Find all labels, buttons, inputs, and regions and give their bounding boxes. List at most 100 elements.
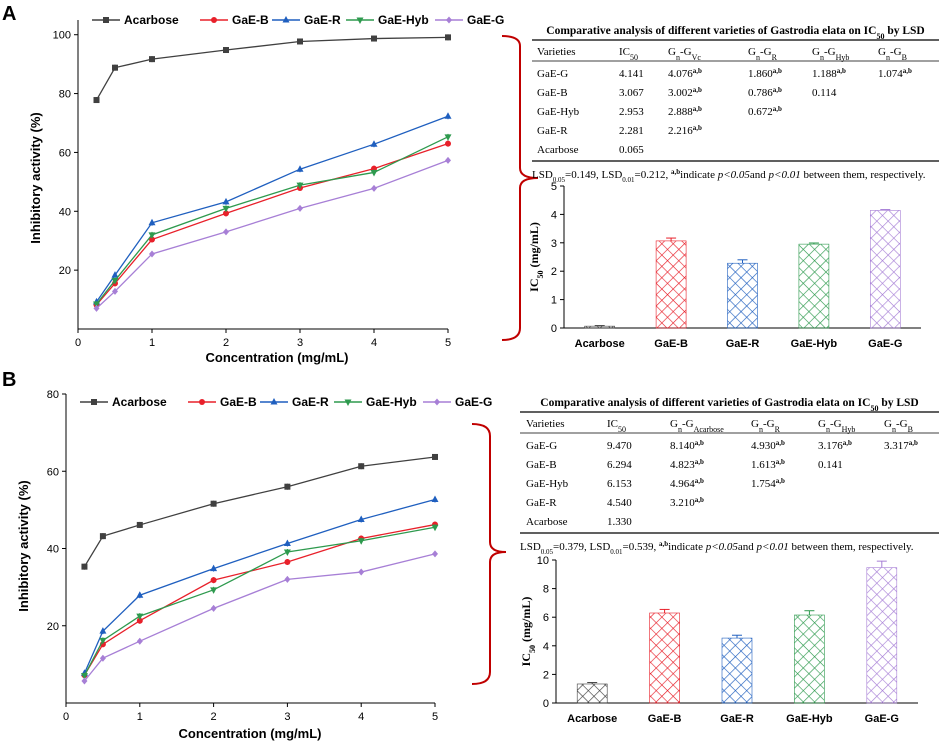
table-header: Gn-GR [751,418,781,434]
legend-marker [211,17,217,23]
data-point-gae-g [432,550,438,558]
data-point-gae-r [210,564,218,572]
table-cell: GaE-R [537,125,568,137]
data-point-gae-g [149,250,155,258]
text-span: 0.065 [619,144,644,156]
data-point-acarbose [432,453,438,460]
y-tick-label: 8 [543,584,549,596]
data-point-gae-r [357,515,365,523]
x-tick-label: 3 [284,711,290,723]
table-cell: GaE-G [537,68,568,80]
table-cell: Acarbose [526,516,568,528]
series-line-gae-b [83,523,436,676]
data-point-acarbose [136,521,143,528]
data-point-acarbose [358,463,365,470]
data-point-gae-hyb [93,301,100,308]
table-cell: 6.294 [607,459,632,471]
y-axis-title: IC50 (mg/mL) [519,597,537,667]
text-span: a,b [776,477,785,485]
y-tick-label: 4 [551,209,557,221]
panel-a: A Inhibitory activity (%) Concentration … [2,3,939,365]
text-span: GaE-R [526,497,557,509]
y-tick-label: 100 [53,30,71,42]
data-point-gae-r [444,112,452,119]
x-tick-label: 5 [445,337,451,349]
line-chart-b: Inhibitory activity (%) Concentration (m… [16,389,492,741]
text-span: 50 [630,53,638,62]
y-tick-label: 0 [551,323,557,335]
data-point-acarbose [93,97,100,104]
table-header: Varieties [537,46,575,58]
text-span: GaE-G [537,68,568,80]
bracket-b [471,423,507,685]
y-tick-label: 5 [551,181,557,193]
text-span: Vc [692,53,702,62]
y-tick-label: 10 [537,555,549,567]
text-span: -G [763,418,775,430]
text-span: G [670,418,678,430]
y-tick-label: 40 [59,206,71,218]
text-span: Comparative analysis of different variet… [546,25,876,37]
text-span: a,b [695,439,704,447]
text-span: n [826,425,830,434]
text-span: Varieties [526,418,564,430]
text-span: IC [527,278,541,291]
text-span: a,b [773,86,782,94]
x-category-label: GaE-R [726,338,760,350]
y-tick-label: 4 [543,641,549,653]
text-span: 4.930 [751,440,776,452]
table-cell: GaE-B [537,87,568,99]
table-cell: 0.141 [818,459,843,471]
text-span: n [892,425,896,434]
x-category-label: GaE-G [868,338,902,350]
panel-letter: B [2,369,16,391]
legend: Acarbose GaE-B GaE-R GaE-Hyb GaE-G [92,13,504,27]
series-line-gae-g [96,159,449,309]
panel-b: B Inhibitory activity (%) Concentration … [2,369,939,741]
text-span: 2.888 [668,106,693,118]
data-point-gae-r [431,495,439,502]
text-span: 0.141 [818,459,843,471]
y-tick-label: 60 [47,466,59,478]
legend-label: GaE-Hyb [378,13,429,27]
text-span: by LSD [884,25,924,37]
y-tick-label: 0 [543,698,549,710]
data-point-gae-g [99,654,106,662]
data-point-gae-g [371,184,377,192]
y-tick-label: 80 [59,89,71,101]
table-cell: 4.930a,b [751,439,785,452]
table-cell: 6.153 [607,478,632,490]
table-cell: 0.672a,b [748,105,782,118]
text-span: 1.613 [751,459,776,471]
x-tick-label: 2 [211,711,217,723]
table-header: Gn-GAcarbose [670,418,724,434]
text-span: indicate [680,169,718,181]
table-cell: 2.281 [619,125,644,137]
legend-label: GaE-Hyb [366,395,417,409]
table-cell: 1.860a,b [748,67,782,80]
text-span: IC [607,418,618,430]
table-cell: 2.888a,b [668,105,702,118]
data-point-gae-g [136,637,143,645]
text-span: 50 [870,404,878,413]
text-span: LSD [532,169,553,181]
data-point-acarbose [284,483,291,490]
table-cell: 1.754a,b [751,477,785,490]
text-span: 1.188 [812,68,837,80]
ic50-table-a: Comparative analysis of different variet… [532,25,939,184]
x-category-label: GaE-G [865,713,899,725]
text-span: 0.672 [748,106,773,118]
text-span: =0.379, LSD [553,541,610,553]
text-span: -G [760,46,772,58]
table-cell: GaE-G [526,440,557,452]
text-span: and [750,169,769,181]
text-span: a,b [837,67,846,75]
legend-marker [282,16,290,23]
text-span: -G [830,418,842,430]
text-span: =0.212, [635,169,671,181]
legend-marker [434,398,440,406]
data-point-gae-hyb [283,549,291,556]
data-point-gae-b [445,140,451,147]
data-point-acarbose [297,38,303,45]
